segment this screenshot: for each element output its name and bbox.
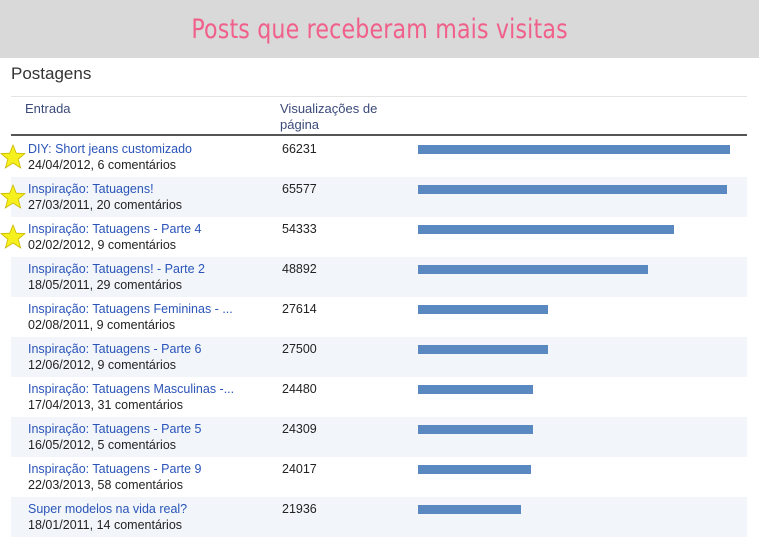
post-title-link[interactable]: Inspiração: Tatuagens - Parte 5 [28,422,202,436]
post-meta: 27/03/2011, 20 comentários [28,198,183,212]
star-icon [0,224,26,249]
view-count: 48892 [282,262,317,276]
table-row: Inspiração: Tatuagens Femininas - ... 02/… [11,297,747,337]
post-meta: 24/04/2012, 6 comentários [28,158,177,172]
views-bar [418,185,727,194]
views-bar [418,305,548,314]
header-banner: Posts que receberam mais visitas [0,0,759,58]
post-title-link[interactable]: Inspiração: Tatuagens - Parte 4 [28,222,202,236]
posts-table: DIY: Short jeans customizado 24/04/2012, … [0,137,747,537]
star-icon [0,184,26,209]
view-count: 54333 [282,222,317,236]
column-header-entry[interactable]: Entrada [25,101,71,116]
view-count: 27614 [282,302,317,316]
views-bar [418,465,531,474]
post-title-link[interactable]: Inspiração: Tatuagens Masculinas -... [28,382,235,396]
view-count: 65577 [282,182,317,196]
view-count: 27500 [282,342,317,356]
table-row: Inspiração: Tatuagens! 27/03/2011, 20 com… [0,177,747,217]
table-row: Inspiração: Tatuagens - Parte 9 22/03/201… [11,457,747,497]
post-meta: 02/02/2012, 9 comentários [28,238,177,252]
views-bar [418,425,533,434]
table-row: Inspiração: Tatuagens - Parte 4 02/02/201… [0,217,747,257]
header-divider [11,134,747,136]
view-count: 24017 [282,462,317,476]
views-bar [418,385,533,394]
views-bar [418,225,674,234]
post-title-link[interactable]: Inspiração: Tatuagens Femininas - ... [28,302,233,316]
post-meta: 18/01/2011, 14 comentários [28,518,183,532]
views-bar [418,145,730,154]
post-title-link[interactable]: Inspiração: Tatuagens - Parte 6 [28,342,202,356]
post-meta: 22/03/2013, 58 comentários [28,478,183,492]
star-icon [0,144,26,169]
post-title-link[interactable]: DIY: Short jeans customizado [28,142,192,156]
view-count: 66231 [282,142,317,156]
post-meta: 16/05/2012, 5 comentários [28,438,177,452]
post-title-link[interactable]: Super modelos na vida real? [28,502,188,516]
views-bar [418,265,648,274]
post-meta: 12/06/2012, 9 comentários [28,358,177,372]
view-count: 21936 [282,502,317,516]
table-row: DIY: Short jeans customizado 24/04/2012, … [0,137,747,177]
post-title-link[interactable]: Inspiração: Tatuagens - Parte 9 [28,462,202,476]
post-meta: 17/04/2013, 31 comentários [28,398,183,412]
post-meta: 18/05/2011, 29 comentários [28,278,183,292]
view-count: 24309 [282,422,317,436]
divider [11,96,747,97]
views-bar [418,505,521,514]
table-row: Super modelos na vida real? 18/01/2011, 1… [11,497,747,537]
views-bar [418,345,548,354]
view-count: 24480 [282,382,317,396]
post-title-link[interactable]: Inspiração: Tatuagens! [28,182,154,196]
banner-title: Posts que receberam mais visitas [191,13,568,45]
table-row: Inspiração: Tatuagens - Parte 5 16/05/201… [11,417,747,457]
post-meta: 02/08/2011, 9 comentários [28,318,176,332]
table-row: Inspiração: Tatuagens! - Parte 2 18/05/20… [11,257,747,297]
column-header-views[interactable]: Visualizações de página [280,101,378,132]
post-title-link[interactable]: Inspiração: Tatuagens! - Parte 2 [28,262,205,276]
table-row: Inspiração: Tatuagens Masculinas -... 17/… [11,377,747,417]
table-row: Inspiração: Tatuagens - Parte 6 12/06/201… [11,337,747,377]
section-title: Postagens [11,64,92,83]
